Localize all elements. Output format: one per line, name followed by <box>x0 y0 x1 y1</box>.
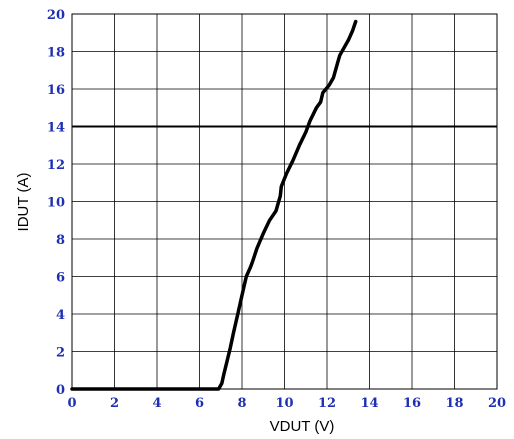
y-tick-label: 0 <box>56 383 65 398</box>
y-tick-label: 4 <box>56 308 65 323</box>
x-tick-label: 4 <box>152 396 161 411</box>
x-tick-label: 14 <box>360 396 378 411</box>
x-tick-label: 12 <box>318 396 336 411</box>
x-tick-label: 6 <box>195 396 204 411</box>
y-tick-label: 20 <box>47 8 65 23</box>
series-line <box>70 19 358 391</box>
x-axis-title: VDUT (V) <box>270 418 335 435</box>
x-tick-label: 20 <box>488 396 506 411</box>
y-tick-label: 2 <box>56 346 65 361</box>
x-tick-label: 0 <box>67 396 76 411</box>
y-tick-label: 8 <box>56 233 65 248</box>
series-group <box>70 19 358 391</box>
y-tick-label: 12 <box>47 158 65 173</box>
y-tick-labels: 0 2 4 6 8 10 12 14 16 18 20 <box>47 8 65 398</box>
x-tick-labels: 0 2 4 6 8 10 12 14 16 18 20 <box>67 396 506 411</box>
y-axis-title: IDUT (A) <box>15 173 32 232</box>
y-tick-label: 6 <box>56 271 65 286</box>
y-tick-label: 14 <box>47 121 65 136</box>
y-tick-label: 18 <box>47 46 65 61</box>
x-tick-label: 10 <box>275 396 293 411</box>
x-tick-label: 18 <box>445 396 463 411</box>
x-tick-label: 8 <box>237 396 246 411</box>
x-tick-label: 16 <box>403 396 421 411</box>
x-tick-label: 2 <box>110 396 119 411</box>
y-tick-label: 16 <box>47 83 65 98</box>
y-tick-label: 10 <box>47 196 65 211</box>
